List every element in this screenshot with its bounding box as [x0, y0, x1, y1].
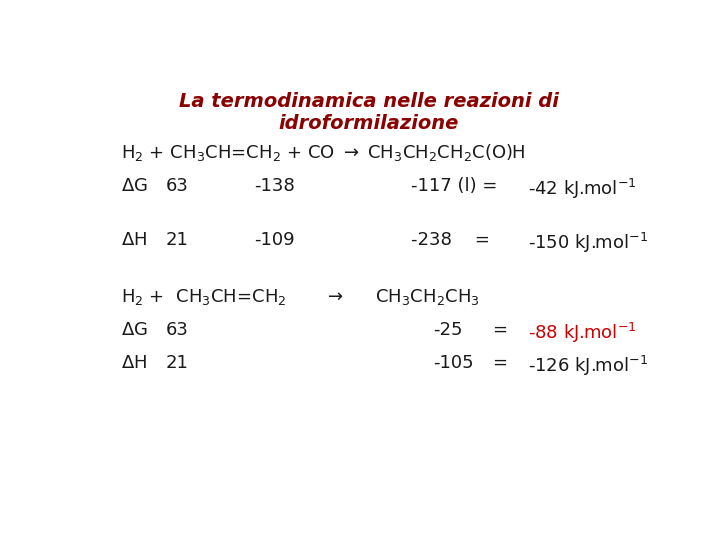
Text: =: = [492, 354, 507, 372]
Text: $\Delta$H: $\Delta$H [121, 354, 147, 372]
Text: $\Delta$G: $\Delta$G [121, 177, 148, 195]
Text: -117 (l) =: -117 (l) = [411, 177, 498, 195]
Text: CH$_3$CH$_2$CH$_3$: CH$_3$CH$_2$CH$_3$ [374, 287, 480, 307]
Text: -150 kJ.mol$^{-1}$: -150 kJ.mol$^{-1}$ [528, 231, 648, 255]
Text: $\rightarrow$: $\rightarrow$ [324, 287, 344, 305]
Text: H$_2$ +  CH$_3$CH=CH$_2$: H$_2$ + CH$_3$CH=CH$_2$ [121, 287, 286, 307]
Text: idroformilazione: idroformilazione [279, 114, 459, 133]
Text: -109: -109 [255, 231, 295, 249]
Text: =: = [492, 321, 507, 339]
Text: La termodinamica nelle reazioni di: La termodinamica nelle reazioni di [179, 92, 559, 111]
Text: -238    =: -238 = [411, 231, 490, 249]
Text: 63: 63 [166, 177, 188, 195]
Text: 21: 21 [166, 354, 188, 372]
Text: -25: -25 [433, 321, 463, 339]
Text: -126 kJ.mol$^{-1}$: -126 kJ.mol$^{-1}$ [528, 354, 648, 378]
Text: 21: 21 [166, 231, 188, 249]
Text: -138: -138 [255, 177, 295, 195]
Text: 63: 63 [166, 321, 188, 339]
Text: -88 kJ.mol$^{-1}$: -88 kJ.mol$^{-1}$ [528, 321, 636, 345]
Text: -42 kJ.mol$^{-1}$: -42 kJ.mol$^{-1}$ [528, 177, 636, 201]
Text: $\Delta$H: $\Delta$H [121, 231, 147, 249]
Text: H$_2$ + CH$_3$CH=CH$_2$ + CO $\rightarrow$ CH$_3$CH$_2$CH$_2$C(O)H: H$_2$ + CH$_3$CH=CH$_2$ + CO $\rightarro… [121, 141, 525, 163]
Text: -105: -105 [433, 354, 474, 372]
Text: $\Delta$G: $\Delta$G [121, 321, 148, 339]
